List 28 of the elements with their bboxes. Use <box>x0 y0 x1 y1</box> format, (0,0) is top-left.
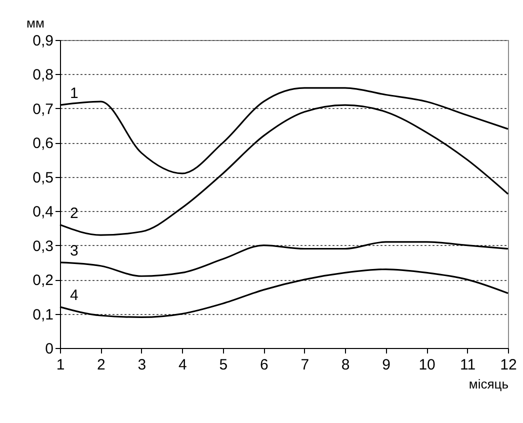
y-tick-label: 0,2 <box>32 272 54 290</box>
x-tick-label: 7 <box>300 356 310 374</box>
y-tick-label: 0,3 <box>32 238 54 255</box>
series-label: 3 <box>70 242 78 260</box>
series-label: 2 <box>70 204 78 222</box>
x-tick-label: 2 <box>97 356 106 374</box>
series-label: 1 <box>70 85 78 102</box>
x-tick-label: 4 <box>178 356 187 374</box>
y-axis-title: мм <box>26 16 44 30</box>
y-tick-label: 0,1 <box>32 306 54 324</box>
y-tick-label: 0,7 <box>32 100 54 118</box>
y-tick-label: 0,8 <box>32 66 54 84</box>
x-tick-label: 6 <box>260 356 268 374</box>
y-tick-label: 0,5 <box>32 169 54 186</box>
x-tick-label: 8 <box>341 356 350 374</box>
y-tick-label: 0,4 <box>32 204 54 221</box>
x-tick-label: 1 <box>56 356 65 374</box>
y-tick-label: 0 <box>45 340 54 358</box>
x-tick-label: 12 <box>500 356 517 374</box>
x-tick-label: 5 <box>219 356 228 374</box>
x-tick-label: 10 <box>418 356 436 374</box>
y-tick-label: 0,9 <box>32 32 54 50</box>
x-tick-label: 3 <box>138 356 146 374</box>
x-axis-title: місяць <box>468 376 509 392</box>
x-tick-label: 9 <box>382 356 390 374</box>
series-label: 4 <box>70 286 78 304</box>
y-tick-label: 0,6 <box>32 135 54 152</box>
x-tick-label: 11 <box>460 356 476 374</box>
